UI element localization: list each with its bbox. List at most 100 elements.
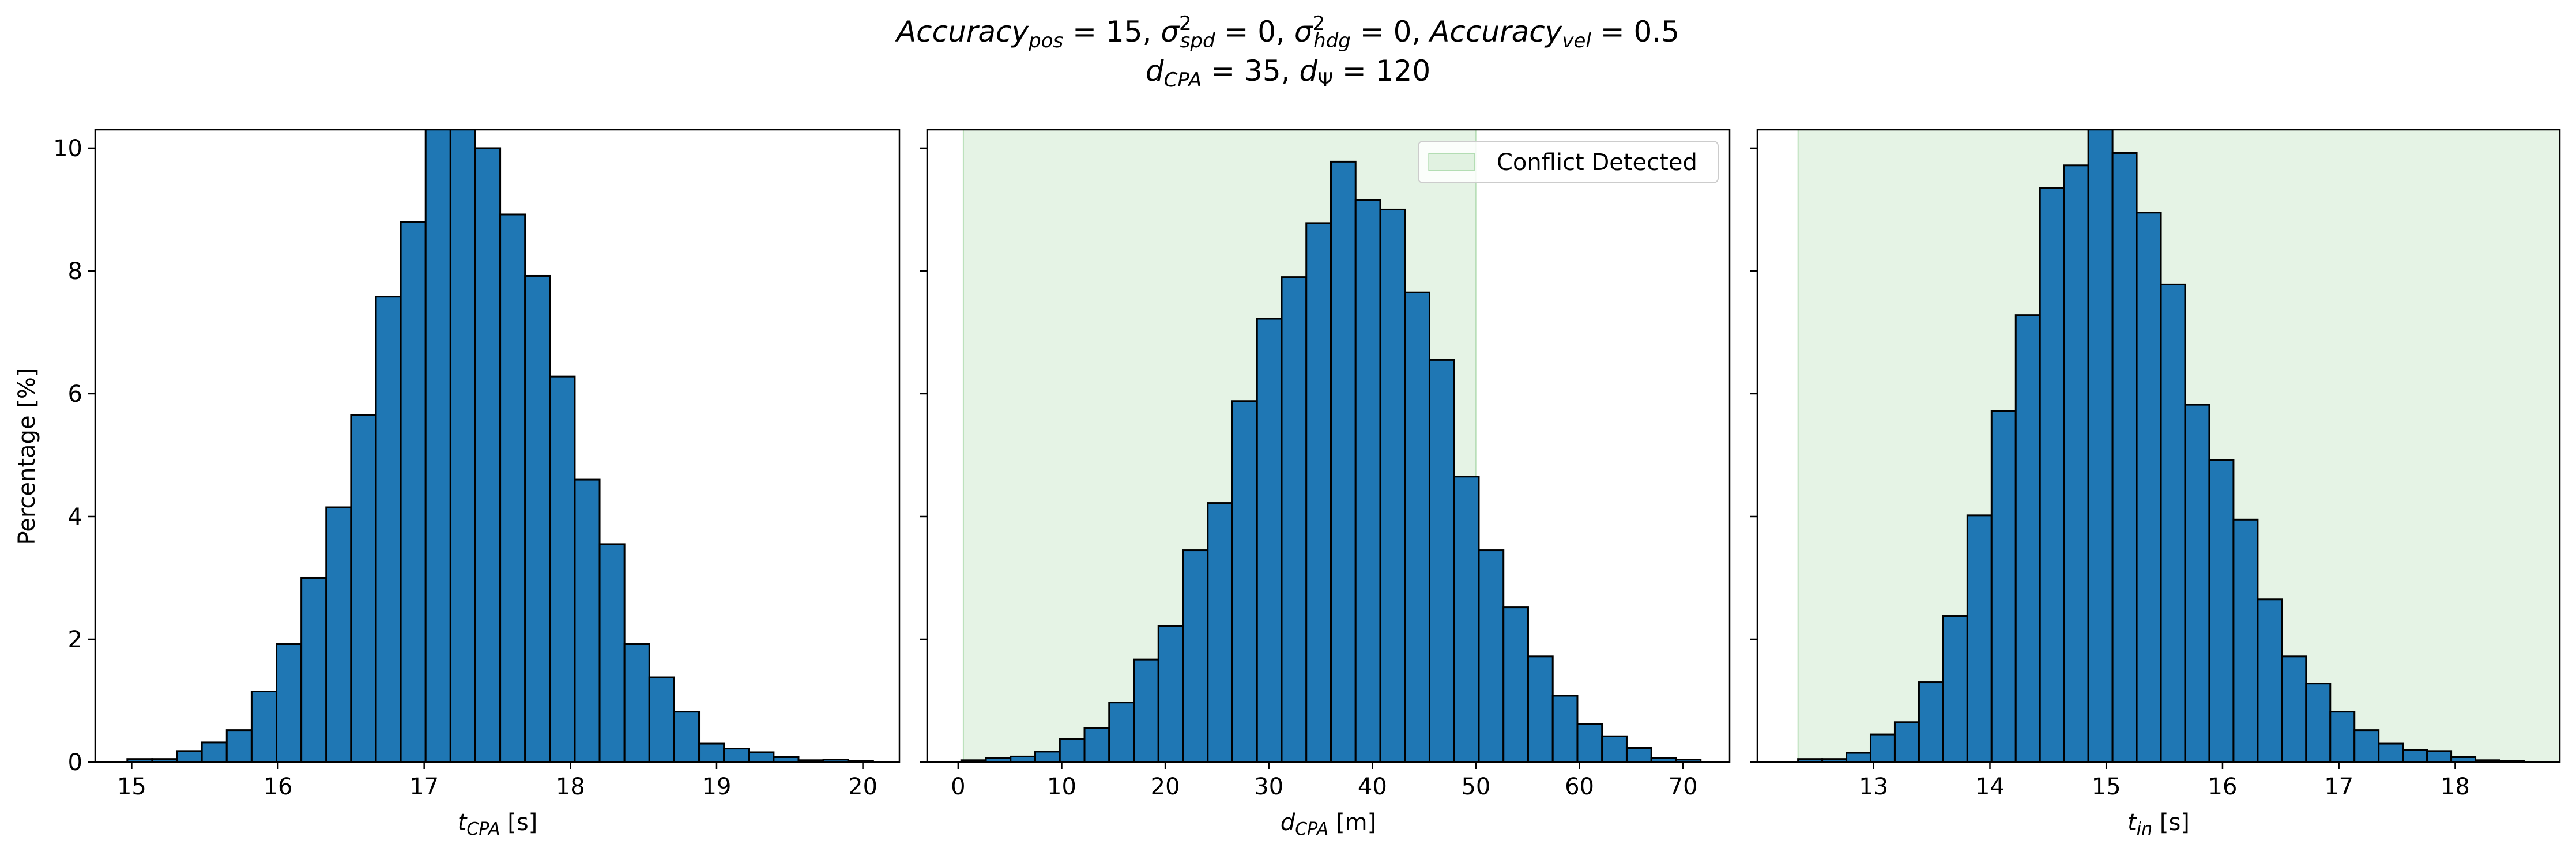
t-cpa-bar	[673, 711, 701, 762]
t-in-axes-frame	[1756, 129, 2561, 763]
t-cpa-bar	[300, 576, 327, 762]
d-cpa-bar	[1083, 727, 1110, 762]
d-cpa-bar	[1404, 291, 1430, 762]
t-cpa-x-ticks: 15 16 17 18 19 20	[117, 762, 878, 800]
legend-box	[1418, 141, 1719, 183]
d-cpa-x-axis-label: dCPA [m]	[1281, 809, 1376, 839]
d-cpa-bar	[1330, 160, 1357, 762]
t-in-bar	[1990, 410, 2017, 762]
t-in-bar	[2329, 711, 2356, 762]
t-cpa-x-tick-label: 20	[848, 774, 878, 800]
d-cpa-axes-frame	[926, 129, 1731, 763]
panel-t-cpa: 15 16 17 18 19 20 0 2 4 6 8 10 tCPA [s] Percentage…	[14, 129, 901, 839]
d-cpa-x-tick-label: 30	[1254, 774, 1283, 800]
t-cpa-y-tick-label: 4	[68, 504, 82, 530]
d-cpa-x-tick-label: 70	[1669, 774, 1698, 800]
t-cpa-bar	[325, 506, 352, 762]
title-line-2: dCPA = 35, dΨ = 120	[1146, 54, 1430, 92]
t-in-bar	[2378, 742, 2404, 762]
t-in-bar	[2063, 164, 2089, 762]
t-cpa-y-ticks: 0 2 4 6 8 10	[53, 135, 95, 776]
t-in-bar	[2014, 314, 2041, 762]
t-in-x-ticks: 13 14 15 16 17 18	[1859, 762, 2470, 800]
d-cpa-bar	[1502, 606, 1529, 762]
t-cpa-bar	[276, 643, 303, 762]
t-in-bar	[2426, 750, 2453, 762]
d-cpa-bar	[1010, 755, 1037, 762]
t-cpa-y-tick-label: 6	[68, 381, 82, 408]
t-cpa-bar	[574, 478, 601, 762]
t-in-bar	[2111, 152, 2138, 762]
d-cpa-bar	[1059, 738, 1086, 762]
t-cpa-bar	[698, 742, 725, 762]
t-in-bar	[1869, 733, 1896, 762]
figure-title: Accuracypos = 15, σ2 spd = 0, σ2 hdg = 0, …	[895, 12, 1679, 92]
t-cpa-bar	[350, 414, 377, 762]
d-cpa-bar	[1551, 695, 1579, 762]
t-cpa-y-tick-label: 10	[53, 135, 82, 162]
t-in-x-axis-label: tin [s]	[2127, 809, 2190, 839]
d-cpa-bar	[1428, 359, 1455, 762]
t-in-x-tick-label: 13	[1859, 774, 1888, 800]
title-line-1: Accuracypos = 15, σ2 spd = 0, σ2 hdg = 0, …	[895, 12, 1679, 52]
t-in-bar	[2136, 212, 2162, 762]
t-in-bar	[2208, 459, 2235, 762]
d-cpa-bar	[1354, 199, 1381, 762]
t-in-bar	[2450, 756, 2477, 762]
d-cpa-bar	[1133, 658, 1159, 762]
t-in-bar	[2039, 187, 2065, 762]
t-in-bar	[1918, 681, 1944, 762]
d-cpa-bar	[1527, 655, 1554, 762]
t-in-bar	[2257, 598, 2283, 762]
t-cpa-bar	[474, 147, 502, 762]
d-cpa-bar	[1157, 625, 1184, 762]
d-cpa-bar	[1576, 723, 1603, 762]
t-in-bar	[2232, 518, 2259, 762]
t-in-bars	[1797, 130, 2525, 762]
t-in-x-tick-label: 16	[2208, 774, 2238, 800]
t-cpa-bar	[375, 296, 402, 762]
t-cpa-bar	[598, 543, 626, 762]
t-cpa-bar	[176, 750, 203, 762]
t-cpa-bar	[773, 756, 800, 762]
t-in-bar	[2353, 729, 2380, 762]
t-in-bar	[2184, 404, 2210, 762]
t-in-bar	[1966, 514, 1993, 762]
d-cpa-bar	[1281, 276, 1308, 762]
d-cpa-x-ticks: 0 10 20 30 40 50 60 70	[951, 762, 1698, 800]
d-cpa-x-tick-label: 60	[1565, 774, 1594, 800]
t-cpa-x-tick-label: 15	[117, 774, 146, 800]
t-cpa-x-axis-label: tCPA [s]	[458, 809, 538, 839]
t-cpa-bar	[250, 691, 278, 762]
d-cpa-x-tick-label: 0	[951, 774, 965, 800]
d-cpa-bar	[1207, 502, 1233, 762]
d-cpa-x-tick-label: 10	[1047, 774, 1076, 800]
t-cpa-x-tick-label: 17	[409, 774, 439, 800]
t-cpa-bar	[400, 221, 427, 762]
t-cpa-bar	[424, 130, 451, 762]
t-cpa-x-tick-label: 16	[263, 774, 293, 800]
t-in-bar	[2087, 130, 2114, 762]
t-cpa-bar	[524, 274, 551, 762]
d-cpa-bar	[1478, 549, 1505, 762]
d-cpa-x-tick-label: 50	[1461, 774, 1490, 800]
t-cpa-axes-frame	[94, 129, 901, 763]
t-cpa-y-tick-label: 8	[68, 258, 82, 285]
t-cpa-bar	[201, 741, 228, 762]
t-cpa-x-tick-label: 18	[556, 774, 585, 800]
t-cpa-y-tick-label: 0	[68, 749, 82, 776]
t-cpa-bar	[449, 130, 476, 762]
d-cpa-x-tick-label: 20	[1151, 774, 1180, 800]
d-cpa-bar	[1182, 549, 1209, 762]
d-cpa-bar	[1453, 476, 1480, 762]
t-in-x-tick-label: 17	[2324, 774, 2353, 800]
t-in-y-ticks	[1750, 147, 1757, 763]
d-cpa-bar	[1108, 702, 1135, 762]
d-cpa-y-ticks	[920, 147, 927, 763]
t-in-bar	[2160, 283, 2186, 762]
t-cpa-y-tick-label: 2	[68, 627, 82, 653]
d-cpa-bar	[1625, 747, 1652, 762]
d-cpa-bar	[1379, 208, 1406, 762]
t-in-bar	[1942, 615, 1968, 762]
